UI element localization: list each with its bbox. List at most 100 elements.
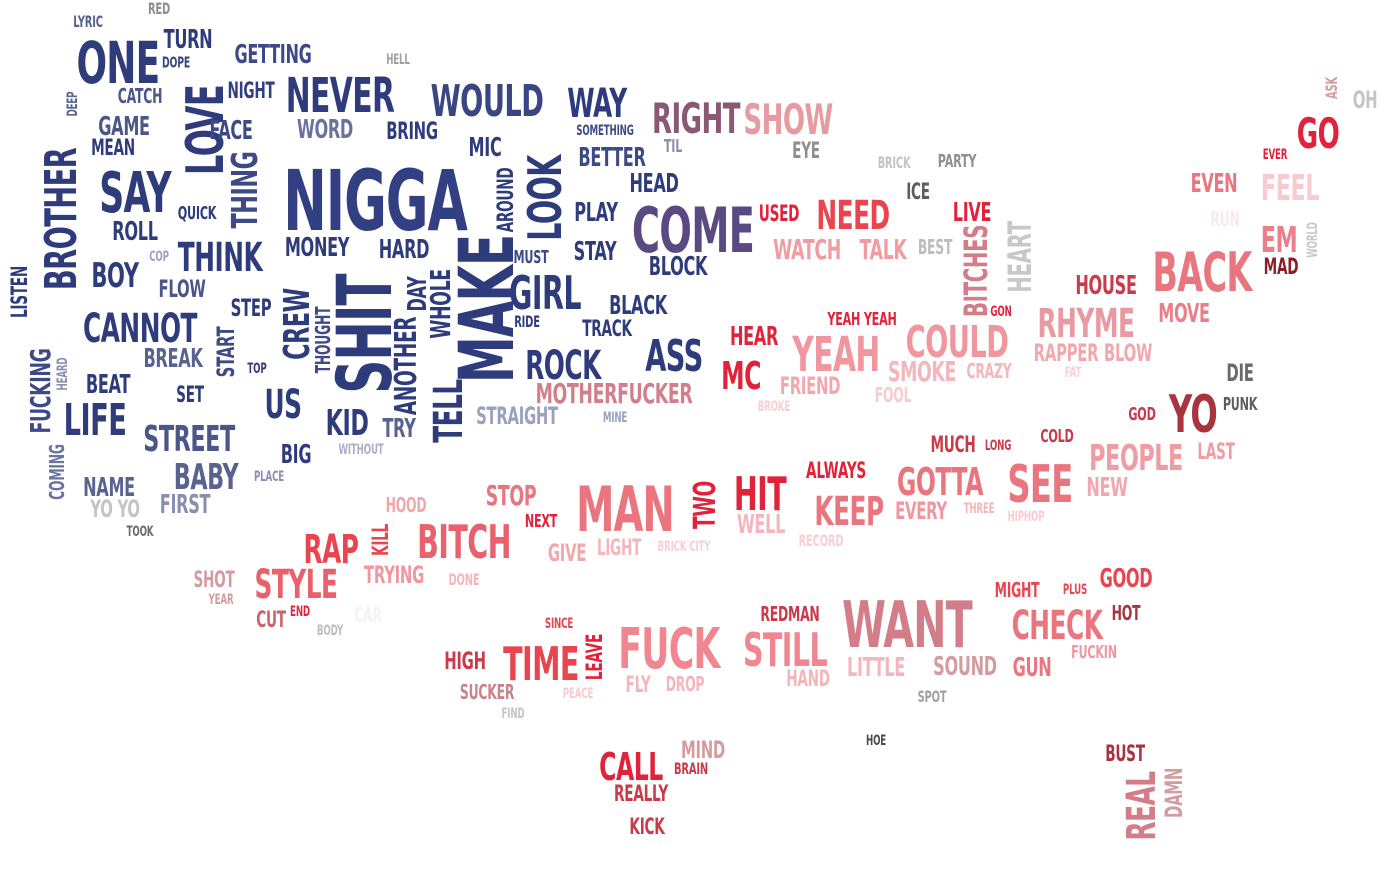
- word-mean: MEAN: [91, 136, 135, 161]
- word-block: BLOCK: [648, 252, 708, 282]
- word-give: GIVE: [547, 539, 587, 567]
- word-world: WORLD: [1305, 222, 1321, 258]
- word-run: RUN: [1210, 207, 1240, 231]
- word-even: EVEN: [1190, 169, 1238, 199]
- word-start: START: [212, 326, 240, 378]
- word-leave: LEAVE: [583, 633, 608, 681]
- word-money: MONEY: [284, 233, 350, 263]
- word-ride: RIDE: [514, 312, 540, 331]
- word-took: TOOK: [126, 524, 154, 540]
- word-redman: REDMAN: [760, 602, 820, 626]
- word-yo-yo: YO YO: [90, 495, 140, 523]
- word-ice: ICE: [906, 180, 930, 205]
- word-ask: ASK: [1322, 77, 1341, 99]
- word-people: PEOPLE: [1089, 438, 1183, 479]
- word-tell: TELL: [426, 379, 472, 443]
- word-talk: TALK: [859, 233, 907, 266]
- word-way: WAY: [567, 81, 627, 127]
- word-show: SHOW: [743, 95, 833, 144]
- word-brother: BROTHER: [36, 147, 87, 291]
- word-well: WELL: [736, 510, 786, 540]
- word-ever: EVER: [1262, 147, 1288, 163]
- word-blow: BLOW: [1103, 339, 1153, 367]
- word-red: RED: [147, 0, 171, 18]
- word-call: CALL: [599, 745, 663, 789]
- word-thing: THING: [225, 151, 266, 229]
- word-name: NAME: [83, 473, 135, 503]
- word-better: BETTER: [578, 143, 646, 173]
- word-boy: BOY: [91, 256, 139, 296]
- word-word: WORD: [297, 115, 353, 145]
- word-peace: PEACE: [562, 686, 594, 702]
- word-find: FIND: [501, 706, 525, 722]
- word-rock: ROCK: [525, 343, 601, 389]
- word-night: NIGHT: [227, 79, 275, 104]
- word-fat: FAT: [1064, 365, 1082, 381]
- word-every: EVERY: [895, 497, 947, 525]
- word-punk: PUNK: [1222, 394, 1258, 415]
- word-shot: SHOT: [193, 568, 235, 593]
- word-hoe: HOE: [865, 733, 887, 749]
- word-die: DIE: [1226, 359, 1254, 387]
- word-fool: FOOL: [874, 383, 912, 407]
- word-another: ANOTHER: [389, 316, 424, 416]
- word-want: WANT: [842, 589, 973, 663]
- word-since: SINCE: [544, 616, 574, 632]
- word-kick: KICK: [629, 815, 665, 840]
- word-mine: MINE: [602, 410, 628, 426]
- word-stop: STOP: [485, 479, 537, 512]
- word-one: ONE: [76, 29, 160, 97]
- word-trying: TRYING: [364, 561, 424, 589]
- word-dope: DOPE: [161, 53, 191, 72]
- word-back: BACK: [1152, 241, 1252, 304]
- word-must: MUST: [513, 247, 549, 268]
- word-hit: HIT: [733, 467, 787, 521]
- word-something: SOMETHING: [576, 123, 634, 139]
- word-try: TRY: [382, 414, 416, 444]
- word-three: THREE: [963, 501, 995, 517]
- word-best: BEST: [917, 235, 953, 259]
- word-still: STILL: [742, 623, 828, 677]
- word-two: TWO: [688, 481, 723, 529]
- word-long: LONG: [984, 438, 1012, 454]
- word-plus: PLUS: [1062, 582, 1088, 598]
- word-gotta: GOTTA: [896, 460, 984, 504]
- word-turn: TURN: [163, 25, 213, 55]
- word-hear: HEAR: [729, 322, 779, 352]
- word-always: ALWAYS: [806, 459, 866, 484]
- word-light: LIGHT: [596, 536, 642, 561]
- word-gon: GON: [990, 304, 1012, 320]
- word-hot: HOT: [1111, 601, 1141, 625]
- word-mind: MIND: [681, 736, 725, 764]
- word-game: GAME: [98, 112, 150, 142]
- word-fuck: FUCK: [618, 617, 720, 682]
- word-kill: KILL: [369, 524, 394, 556]
- word-year: YEAR: [208, 592, 234, 608]
- word-heart: HEART: [1001, 221, 1039, 293]
- word-nigga: NIGGA: [283, 152, 468, 250]
- word-bitch: BITCH: [417, 515, 511, 569]
- word-gun: GUN: [1012, 653, 1052, 683]
- word-much: MUCH: [930, 433, 976, 458]
- word-thought: THOUGHT: [311, 306, 335, 374]
- word-broke: BROKE: [757, 399, 791, 415]
- word-til: TIL: [663, 136, 683, 157]
- word-brain: BRAIN: [674, 759, 708, 778]
- word-beat: BEAT: [85, 370, 131, 400]
- word-catch: CATCH: [117, 84, 163, 108]
- word-look: LOOK: [518, 155, 572, 241]
- word-spot: SPOT: [917, 687, 947, 706]
- word-go: GO: [1296, 109, 1340, 158]
- word-time: TIME: [503, 637, 579, 691]
- word-coming: COMING: [45, 444, 69, 500]
- word-flow: FLOW: [158, 275, 206, 303]
- word-roll: ROLL: [112, 217, 158, 247]
- word-done: DONE: [448, 570, 480, 589]
- word-party: PARTY: [937, 151, 977, 172]
- word-move: MOVE: [1158, 299, 1210, 329]
- word-good: GOOD: [1099, 564, 1153, 594]
- word-mic: MIC: [468, 133, 502, 163]
- word-eye: EYE: [792, 139, 820, 164]
- word-place: PLACE: [253, 469, 285, 485]
